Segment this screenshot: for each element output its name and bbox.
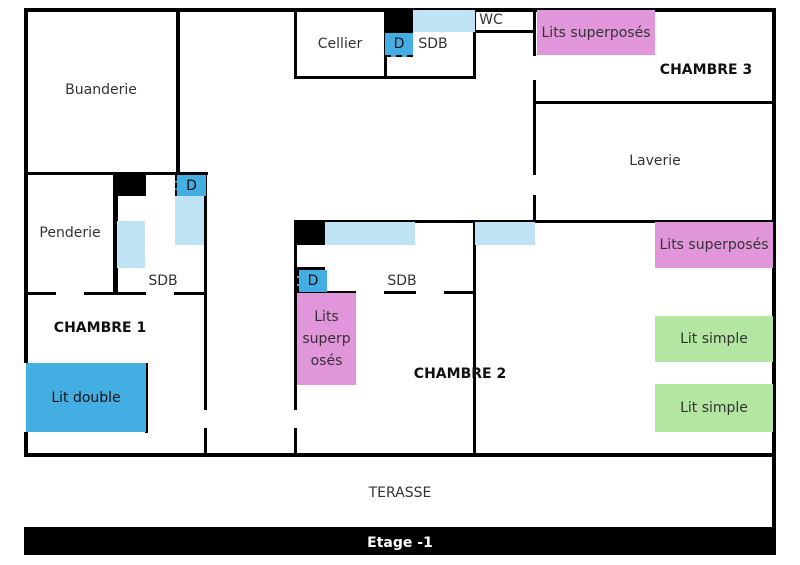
wall bbox=[24, 527, 776, 531]
bunk-bed-chambre2-right: Lits superposés bbox=[655, 222, 773, 268]
sink-fixture bbox=[117, 221, 145, 268]
toilet-block bbox=[295, 222, 325, 245]
floor-label: Etage -1 bbox=[24, 530, 776, 555]
room-penderie: Penderie bbox=[39, 225, 101, 241]
wall bbox=[113, 172, 116, 294]
bunk-label-3: osés bbox=[310, 353, 343, 369]
sink-fixture bbox=[325, 222, 415, 245]
wall bbox=[24, 292, 56, 295]
wall bbox=[772, 8, 776, 530]
single-bed-1: Lit simple bbox=[655, 316, 773, 362]
wall bbox=[294, 220, 773, 223]
shower-top: D bbox=[385, 33, 413, 57]
room-buanderie: Buanderie bbox=[65, 82, 137, 98]
wall bbox=[294, 291, 356, 294]
fixture bbox=[475, 222, 535, 245]
bunk-label-1: Lits bbox=[314, 309, 339, 325]
wall bbox=[535, 101, 773, 104]
room-cellier: Cellier bbox=[317, 36, 363, 52]
wall bbox=[473, 8, 476, 79]
single-bed-2: Lit simple bbox=[655, 384, 773, 432]
bunk-bed-chambre3: Lits superposés bbox=[537, 10, 655, 55]
bath-fixture bbox=[175, 196, 204, 245]
room-terasse: TERASSE bbox=[368, 485, 432, 501]
wall bbox=[115, 196, 118, 294]
wall bbox=[294, 220, 297, 410]
room-sdb2: SDB bbox=[387, 273, 417, 289]
wall bbox=[174, 292, 207, 295]
wall bbox=[176, 8, 180, 175]
room-wc: WC bbox=[479, 12, 503, 28]
room-chambre3: CHAMBRE 3 bbox=[659, 62, 753, 78]
wall bbox=[444, 291, 476, 294]
sink-fixture bbox=[413, 10, 475, 32]
toilet-block bbox=[115, 175, 146, 196]
toilet-block bbox=[385, 10, 413, 33]
wall bbox=[24, 453, 776, 457]
wall bbox=[384, 291, 416, 294]
room-sdb1: SDB bbox=[148, 273, 178, 289]
bunk-label-2: superp bbox=[302, 331, 351, 347]
wall bbox=[473, 220, 476, 456]
double-bed: Lit double bbox=[26, 363, 146, 432]
wall bbox=[145, 363, 148, 433]
wall bbox=[475, 30, 535, 33]
wall bbox=[204, 172, 207, 410]
shower-sdb1: D bbox=[175, 175, 206, 196]
bunk-bed-chambre2-left: Lits superp osés bbox=[297, 293, 356, 385]
wall bbox=[294, 76, 476, 79]
room-chambre1: CHAMBRE 1 bbox=[53, 320, 147, 336]
wall bbox=[24, 432, 28, 456]
wall bbox=[24, 8, 28, 363]
wall bbox=[24, 172, 208, 175]
wall bbox=[204, 428, 207, 456]
room-laverie: Laverie bbox=[629, 153, 681, 169]
room-chambre2: CHAMBRE 2 bbox=[413, 366, 507, 382]
wall bbox=[294, 428, 297, 456]
wall bbox=[294, 267, 325, 270]
wall bbox=[294, 8, 297, 79]
shower-sdb2: D bbox=[297, 270, 327, 292]
room-sdb-top: SDB bbox=[418, 36, 448, 52]
wall bbox=[533, 80, 536, 175]
wall bbox=[533, 195, 536, 221]
